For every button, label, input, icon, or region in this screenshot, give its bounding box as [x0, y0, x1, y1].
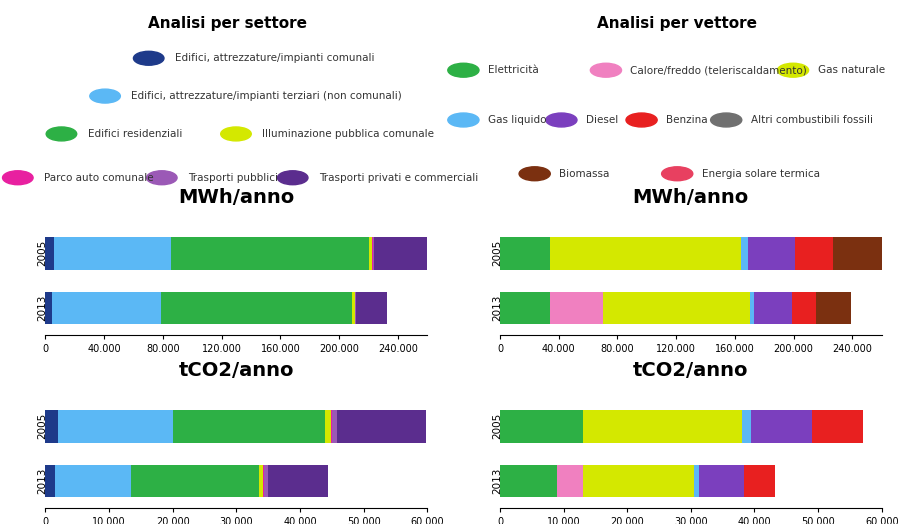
Bar: [173, 410, 325, 443]
Bar: [265, 465, 267, 497]
Bar: [550, 292, 603, 324]
Bar: [694, 465, 699, 497]
Text: Elettricità: Elettricità: [488, 65, 539, 75]
Bar: [754, 292, 792, 324]
Bar: [699, 465, 744, 497]
Title: tCO2/anno: tCO2/anno: [178, 361, 295, 379]
Circle shape: [146, 171, 177, 185]
Bar: [583, 465, 694, 497]
Bar: [500, 410, 583, 443]
Bar: [744, 465, 775, 497]
Bar: [583, 410, 742, 443]
Bar: [45, 465, 55, 497]
Bar: [369, 237, 373, 270]
Bar: [355, 292, 356, 324]
Title: MWh/anno: MWh/anno: [178, 188, 295, 206]
Bar: [374, 237, 375, 270]
Circle shape: [90, 89, 120, 103]
Bar: [52, 292, 161, 324]
Text: Edifici, attrezzature/impianti terziari (non comunali): Edifici, attrezzature/impianti terziari …: [131, 91, 402, 101]
Circle shape: [134, 51, 164, 66]
Bar: [258, 465, 263, 497]
Text: Biomassa: Biomassa: [559, 169, 610, 179]
Text: Analisi per settore: Analisi per settore: [148, 16, 306, 31]
Circle shape: [277, 171, 308, 185]
Bar: [748, 237, 795, 270]
Bar: [751, 410, 812, 443]
Text: Illuminazione pubblica comunale: Illuminazione pubblica comunale: [262, 129, 435, 139]
Bar: [58, 410, 173, 443]
Bar: [741, 237, 748, 270]
Bar: [45, 237, 54, 270]
Title: MWh/anno: MWh/anno: [633, 188, 749, 206]
Bar: [742, 410, 751, 443]
Text: Benzina: Benzina: [666, 115, 708, 125]
Text: Calore/freddo (teleriscaldamento): Calore/freddo (teleriscaldamento): [631, 65, 807, 75]
Bar: [500, 292, 550, 324]
Text: Parco auto comunale: Parco auto comunale: [44, 173, 154, 183]
Text: Edifici, attrezzature/impianti comunali: Edifici, attrezzature/impianti comunali: [175, 53, 375, 63]
Bar: [132, 465, 258, 497]
Bar: [500, 237, 550, 270]
Bar: [750, 292, 754, 324]
Text: Altri combustibili fossili: Altri combustibili fossili: [751, 115, 873, 125]
Title: tCO2/anno: tCO2/anno: [633, 361, 749, 379]
Circle shape: [662, 167, 693, 181]
Text: Energia solare termica: Energia solare termica: [702, 169, 820, 179]
Bar: [795, 237, 834, 270]
Bar: [171, 237, 369, 270]
Circle shape: [590, 63, 622, 77]
Text: Gas liquido: Gas liquido: [488, 115, 546, 125]
Text: Trasporti privati e commerciali: Trasporti privati e commerciali: [319, 173, 478, 183]
Text: Gas naturale: Gas naturale: [817, 65, 884, 75]
Bar: [45, 410, 58, 443]
Circle shape: [777, 63, 809, 77]
Bar: [45, 292, 52, 324]
Bar: [792, 292, 815, 324]
Circle shape: [519, 167, 550, 181]
Bar: [550, 237, 741, 270]
Bar: [352, 292, 355, 324]
Bar: [333, 410, 337, 443]
Circle shape: [448, 63, 479, 77]
Bar: [337, 410, 426, 443]
Text: Diesel: Diesel: [586, 115, 618, 125]
Bar: [834, 237, 884, 270]
Text: Edifici residenziali: Edifici residenziali: [87, 129, 182, 139]
Circle shape: [545, 113, 577, 127]
Text: Trasporti pubblici: Trasporti pubblici: [188, 173, 278, 183]
Circle shape: [3, 171, 33, 185]
Circle shape: [448, 113, 479, 127]
Bar: [815, 292, 851, 324]
Circle shape: [626, 113, 657, 127]
Bar: [603, 292, 750, 324]
Bar: [325, 410, 331, 443]
Bar: [375, 237, 429, 270]
Bar: [161, 292, 352, 324]
Bar: [812, 410, 863, 443]
Bar: [557, 465, 583, 497]
Bar: [267, 465, 328, 497]
Text: Analisi per vettore: Analisi per vettore: [597, 16, 757, 31]
Bar: [356, 292, 387, 324]
Bar: [263, 465, 265, 497]
Bar: [55, 465, 132, 497]
Circle shape: [221, 127, 251, 141]
Bar: [331, 410, 333, 443]
Circle shape: [46, 127, 76, 141]
Bar: [500, 465, 557, 497]
Circle shape: [711, 113, 742, 127]
Bar: [54, 237, 171, 270]
